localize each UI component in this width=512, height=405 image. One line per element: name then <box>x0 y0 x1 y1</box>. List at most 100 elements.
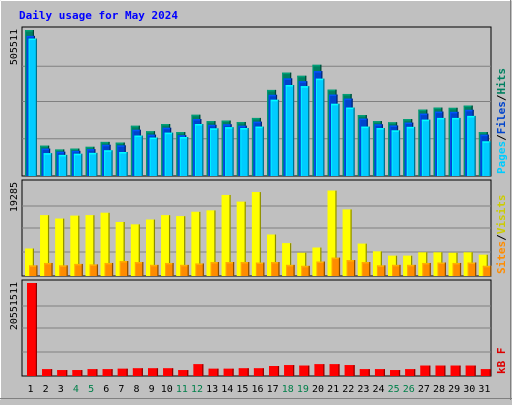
bar-kbf-day-2 <box>42 369 53 376</box>
bar-visits-day-18 <box>282 243 292 276</box>
bar-pages-day-14 <box>225 127 234 176</box>
legend-hits: Hits <box>495 68 508 95</box>
bar-pages-day-13 <box>210 128 219 176</box>
bar-sites-day-3 <box>59 265 68 276</box>
bar-pages-day-20 <box>315 78 325 176</box>
bar-kbf-day-22 <box>344 365 355 376</box>
bar-sites-day-25 <box>392 264 401 276</box>
bar-sites-day-15 <box>240 262 250 276</box>
x-label-day-6: 6 <box>103 384 109 395</box>
bar-visits-day-4 <box>70 215 80 276</box>
bar-pages-day-24 <box>376 128 385 176</box>
chart-panels: 505511Pages/Files/Hits19285Sites/Visits2… <box>9 26 508 377</box>
x-label-day-10: 10 <box>161 384 173 395</box>
bar-kbf-day-29 <box>450 365 461 376</box>
bar-visits-day-31 <box>478 254 488 276</box>
panel-hits-files-pages-legend: Pages/Files/Hits <box>495 68 508 174</box>
bar-kbf-day-20 <box>314 364 325 376</box>
bar-pages-day-23 <box>361 126 370 176</box>
bar-pages-day-2 <box>43 153 53 176</box>
bar-pages-day-7 <box>119 152 128 176</box>
x-label-day-24: 24 <box>373 384 385 395</box>
bar-kbf-day-18 <box>284 365 295 376</box>
x-label-day-26: 26 <box>403 384 415 395</box>
bar-sites-day-21 <box>331 257 341 276</box>
bar-sites-day-2 <box>44 262 53 276</box>
bar-pages-day-31 <box>482 141 491 176</box>
x-label-day-28: 28 <box>433 384 445 395</box>
bar-pages-day-15 <box>240 128 249 176</box>
bar-kbf-day-15 <box>238 368 249 376</box>
bar-visits-day-12 <box>191 211 201 276</box>
bar-pages-day-27 <box>421 119 431 176</box>
bar-sites-day-8 <box>134 262 144 276</box>
bar-visits-day-7 <box>115 221 125 276</box>
bar-kbf-day-16 <box>253 368 264 376</box>
x-label-day-14: 14 <box>221 384 233 395</box>
bar-kbf-day-31 <box>480 369 491 376</box>
bar-kbf-day-3 <box>57 370 68 376</box>
bar-visits-day-17 <box>267 234 277 276</box>
x-label-day-25: 25 <box>388 384 400 395</box>
bar-pages-day-4 <box>73 153 83 176</box>
bar-kbf-day-21 <box>329 364 340 376</box>
x-label-day-2: 2 <box>43 384 49 395</box>
x-label-day-16: 16 <box>251 384 263 395</box>
bar-visits-day-19 <box>297 252 307 276</box>
bar-sites-day-24 <box>376 265 386 276</box>
bar-pages-day-1 <box>28 38 37 176</box>
bar-pages-day-26 <box>406 126 416 176</box>
x-label-day-1: 1 <box>28 384 34 395</box>
x-label-day-11: 11 <box>176 384 188 395</box>
bar-visits-day-6 <box>100 212 110 276</box>
x-label-day-12: 12 <box>191 384 203 395</box>
bar-sites-day-14 <box>225 262 235 276</box>
bar-kbf-day-27 <box>420 365 431 376</box>
x-label-day-17: 17 <box>267 384 279 395</box>
x-label-day-30: 30 <box>463 384 475 395</box>
bar-visits-day-22 <box>342 209 352 276</box>
legend-separator: / <box>495 234 508 241</box>
bar-visits-day-23 <box>357 243 367 276</box>
bar-sites-day-9 <box>150 264 159 276</box>
panel-kbytes-legend: kB F <box>495 348 508 375</box>
x-label-day-31: 31 <box>478 384 490 395</box>
bar-pages-day-19 <box>300 86 310 176</box>
bar-kbf-day-13 <box>208 368 219 376</box>
legend-separator: / <box>495 94 508 101</box>
bar-kbf-day-9 <box>148 368 159 376</box>
x-label-day-21: 21 <box>327 384 339 395</box>
bar-sites-day-22 <box>346 260 356 276</box>
bar-kbf-day-17 <box>269 366 280 376</box>
bar-sites-day-19 <box>301 265 310 276</box>
x-label-day-22: 22 <box>342 384 354 395</box>
bar-visits-day-3 <box>55 218 65 276</box>
bar-sites-day-1 <box>29 265 38 276</box>
bar-visits-day-11 <box>176 216 186 276</box>
bar-kbf-day-11 <box>178 370 189 376</box>
bar-sites-day-23 <box>361 262 371 276</box>
bar-pages-day-21 <box>331 103 340 176</box>
x-label-day-8: 8 <box>133 384 139 395</box>
bar-kbf-day-12 <box>193 364 204 376</box>
x-label-day-23: 23 <box>357 384 369 395</box>
bar-sites-day-26 <box>407 264 416 276</box>
bar-kbf-day-25 <box>390 370 401 376</box>
bar-visits-day-8 <box>130 224 140 276</box>
bar-kbf-day-26 <box>405 369 416 376</box>
x-label-day-5: 5 <box>88 384 94 395</box>
bar-sites-day-16 <box>255 262 265 276</box>
bar-kbf-day-1 <box>27 283 37 376</box>
bar-sites-day-5 <box>89 264 99 276</box>
legend-visits: Visits <box>495 195 508 235</box>
bar-pages-day-12 <box>194 124 204 176</box>
x-axis-day-labels: 1 2 3 4 5 6 7 8 9 10 11 12 13 14 15 16 17 18 19 20 21 22 23 24 2… <box>28 384 491 395</box>
bar-pages-day-25 <box>391 130 401 176</box>
bar-kbf-day-28 <box>435 365 446 376</box>
x-label-day-27: 27 <box>418 384 430 395</box>
bar-visits-day-24 <box>372 251 382 276</box>
bar-pages-day-9 <box>149 137 159 176</box>
bar-sites-day-28 <box>437 262 446 276</box>
bar-kbf-day-7 <box>117 368 128 376</box>
